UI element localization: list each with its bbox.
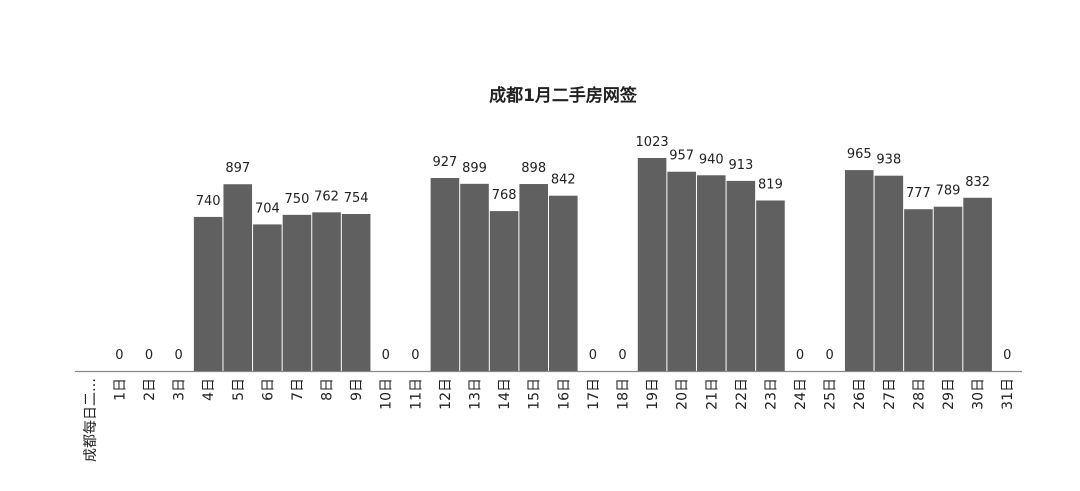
bar [223, 184, 253, 371]
value-label: 897 [225, 161, 250, 176]
x-tick-label: 4日 [201, 378, 217, 401]
x-tick-label: 15日 [527, 378, 543, 410]
value-label: 832 [965, 175, 990, 190]
value-label: 898 [521, 161, 546, 176]
value-label: 938 [876, 153, 901, 168]
x-tick-label: 25日 [823, 378, 839, 410]
x-tick-label: 7日 [290, 378, 306, 401]
bar [963, 197, 992, 371]
x-tick-label: 2日 [142, 378, 158, 401]
value-label: 842 [551, 173, 576, 188]
x-tick-label: 12日 [438, 378, 454, 410]
bar [696, 175, 726, 371]
x-tick-label: 16日 [556, 378, 572, 410]
value-label: 0 [1003, 348, 1011, 363]
x-tick-label: 29日 [941, 378, 957, 410]
bar [312, 212, 341, 371]
bar [933, 206, 963, 371]
bar [460, 183, 489, 371]
value-label: 1023 [636, 135, 669, 150]
x-tick-label: 26日 [852, 378, 868, 410]
bar [282, 214, 312, 371]
value-label: 777 [906, 186, 931, 201]
x-tick-label: 1日 [112, 378, 128, 401]
x-tick-label: 5日 [231, 378, 247, 401]
x-tick-label: 8日 [320, 378, 336, 401]
x-tick-label: 6日 [260, 378, 276, 401]
x-tick-label: 18日 [615, 378, 631, 410]
bar [904, 209, 933, 371]
value-label: 750 [285, 192, 310, 207]
x-tick-label: 20日 [675, 378, 691, 410]
x-tick-label: 22日 [734, 378, 750, 410]
x-tick-label: 24日 [793, 378, 809, 410]
value-label: 0 [826, 348, 834, 363]
value-label: 0 [618, 348, 626, 363]
x-tick-label: 27日 [882, 378, 898, 410]
x-tick-label: 17日 [586, 378, 602, 410]
x-tick-label: 21日 [704, 378, 720, 410]
bar [193, 216, 223, 371]
x-tick-label: 19日 [645, 378, 661, 410]
value-label: 819 [758, 177, 783, 192]
value-label: 740 [196, 194, 221, 209]
x-tick-label: 30日 [971, 378, 987, 410]
value-label: 789 [936, 184, 961, 199]
x-tick-label: 3日 [172, 378, 188, 401]
bar [844, 170, 874, 371]
x-tick-label: 14日 [497, 378, 513, 410]
bar [253, 224, 282, 371]
bar [489, 211, 519, 371]
value-label: 940 [699, 152, 724, 167]
chart-title: 成都1月二手房网签 [489, 85, 638, 106]
value-label: 0 [411, 348, 419, 363]
bar [519, 184, 548, 371]
bar [726, 180, 756, 371]
value-label: 0 [174, 348, 182, 363]
value-label: 957 [669, 149, 694, 164]
value-label: 0 [589, 348, 597, 363]
value-label: 965 [847, 147, 872, 162]
bar [756, 200, 785, 371]
value-label: 0 [796, 348, 804, 363]
x-tick-label: 成都每日二… [83, 378, 99, 462]
bar [549, 195, 578, 371]
value-label: 899 [462, 161, 487, 176]
x-tick-label: 10日 [379, 378, 395, 410]
value-label: 0 [382, 348, 390, 363]
value-label: 704 [255, 201, 280, 216]
value-label: 768 [492, 188, 517, 203]
x-tick-label: 23日 [763, 378, 779, 410]
x-tick-label: 13日 [468, 378, 484, 410]
x-tick-label: 31日 [1000, 378, 1016, 410]
bar [667, 171, 696, 371]
value-label: 0 [145, 348, 153, 363]
bar [430, 177, 460, 371]
value-label: 0 [115, 348, 123, 363]
bar [637, 158, 667, 371]
x-tick-label: 11日 [408, 378, 424, 410]
x-tick-label: 28日 [911, 378, 927, 410]
value-label: 762 [314, 189, 339, 204]
x-tick-label: 9日 [349, 378, 365, 401]
value-label: 927 [433, 155, 458, 170]
bar [341, 214, 371, 371]
bar [874, 175, 904, 371]
value-label: 913 [728, 158, 753, 173]
value-label: 754 [344, 191, 369, 206]
